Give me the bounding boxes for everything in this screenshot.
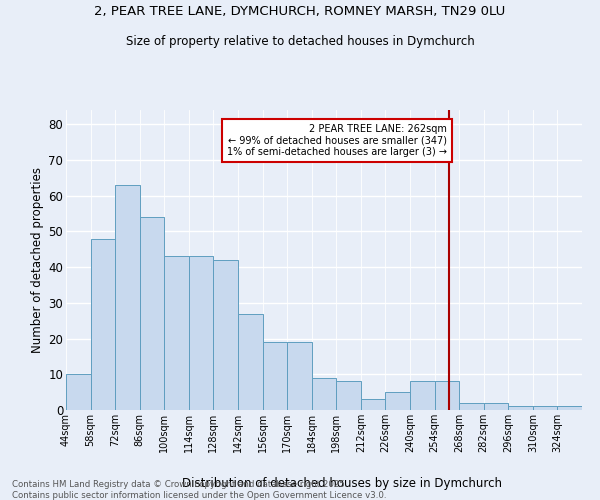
Bar bbox=[312, 378, 336, 410]
Text: 2, PEAR TREE LANE, DYMCHURCH, ROMNEY MARSH, TN29 0LU: 2, PEAR TREE LANE, DYMCHURCH, ROMNEY MAR… bbox=[94, 5, 506, 18]
Bar bbox=[410, 382, 434, 410]
Bar bbox=[214, 260, 238, 410]
Text: Size of property relative to detached houses in Dymchurch: Size of property relative to detached ho… bbox=[125, 35, 475, 48]
Bar bbox=[263, 342, 287, 410]
Bar bbox=[164, 256, 189, 410]
Bar bbox=[66, 374, 91, 410]
Bar bbox=[91, 238, 115, 410]
Bar bbox=[115, 185, 140, 410]
Bar bbox=[508, 406, 533, 410]
Bar bbox=[361, 400, 385, 410]
Bar bbox=[459, 403, 484, 410]
Bar bbox=[336, 382, 361, 410]
Bar bbox=[189, 256, 214, 410]
Bar bbox=[385, 392, 410, 410]
Bar bbox=[140, 217, 164, 410]
Bar bbox=[557, 406, 582, 410]
Text: Contains HM Land Registry data © Crown copyright and database right 2025.
Contai: Contains HM Land Registry data © Crown c… bbox=[12, 480, 386, 500]
Bar bbox=[434, 382, 459, 410]
Bar bbox=[287, 342, 312, 410]
Text: 2 PEAR TREE LANE: 262sqm
← 99% of detached houses are smaller (347)
1% of semi-d: 2 PEAR TREE LANE: 262sqm ← 99% of detach… bbox=[227, 124, 447, 158]
Y-axis label: Number of detached properties: Number of detached properties bbox=[31, 167, 44, 353]
Bar bbox=[533, 406, 557, 410]
Bar bbox=[484, 403, 508, 410]
Text: Distribution of detached houses by size in Dymchurch: Distribution of detached houses by size … bbox=[182, 477, 502, 490]
Bar bbox=[238, 314, 263, 410]
